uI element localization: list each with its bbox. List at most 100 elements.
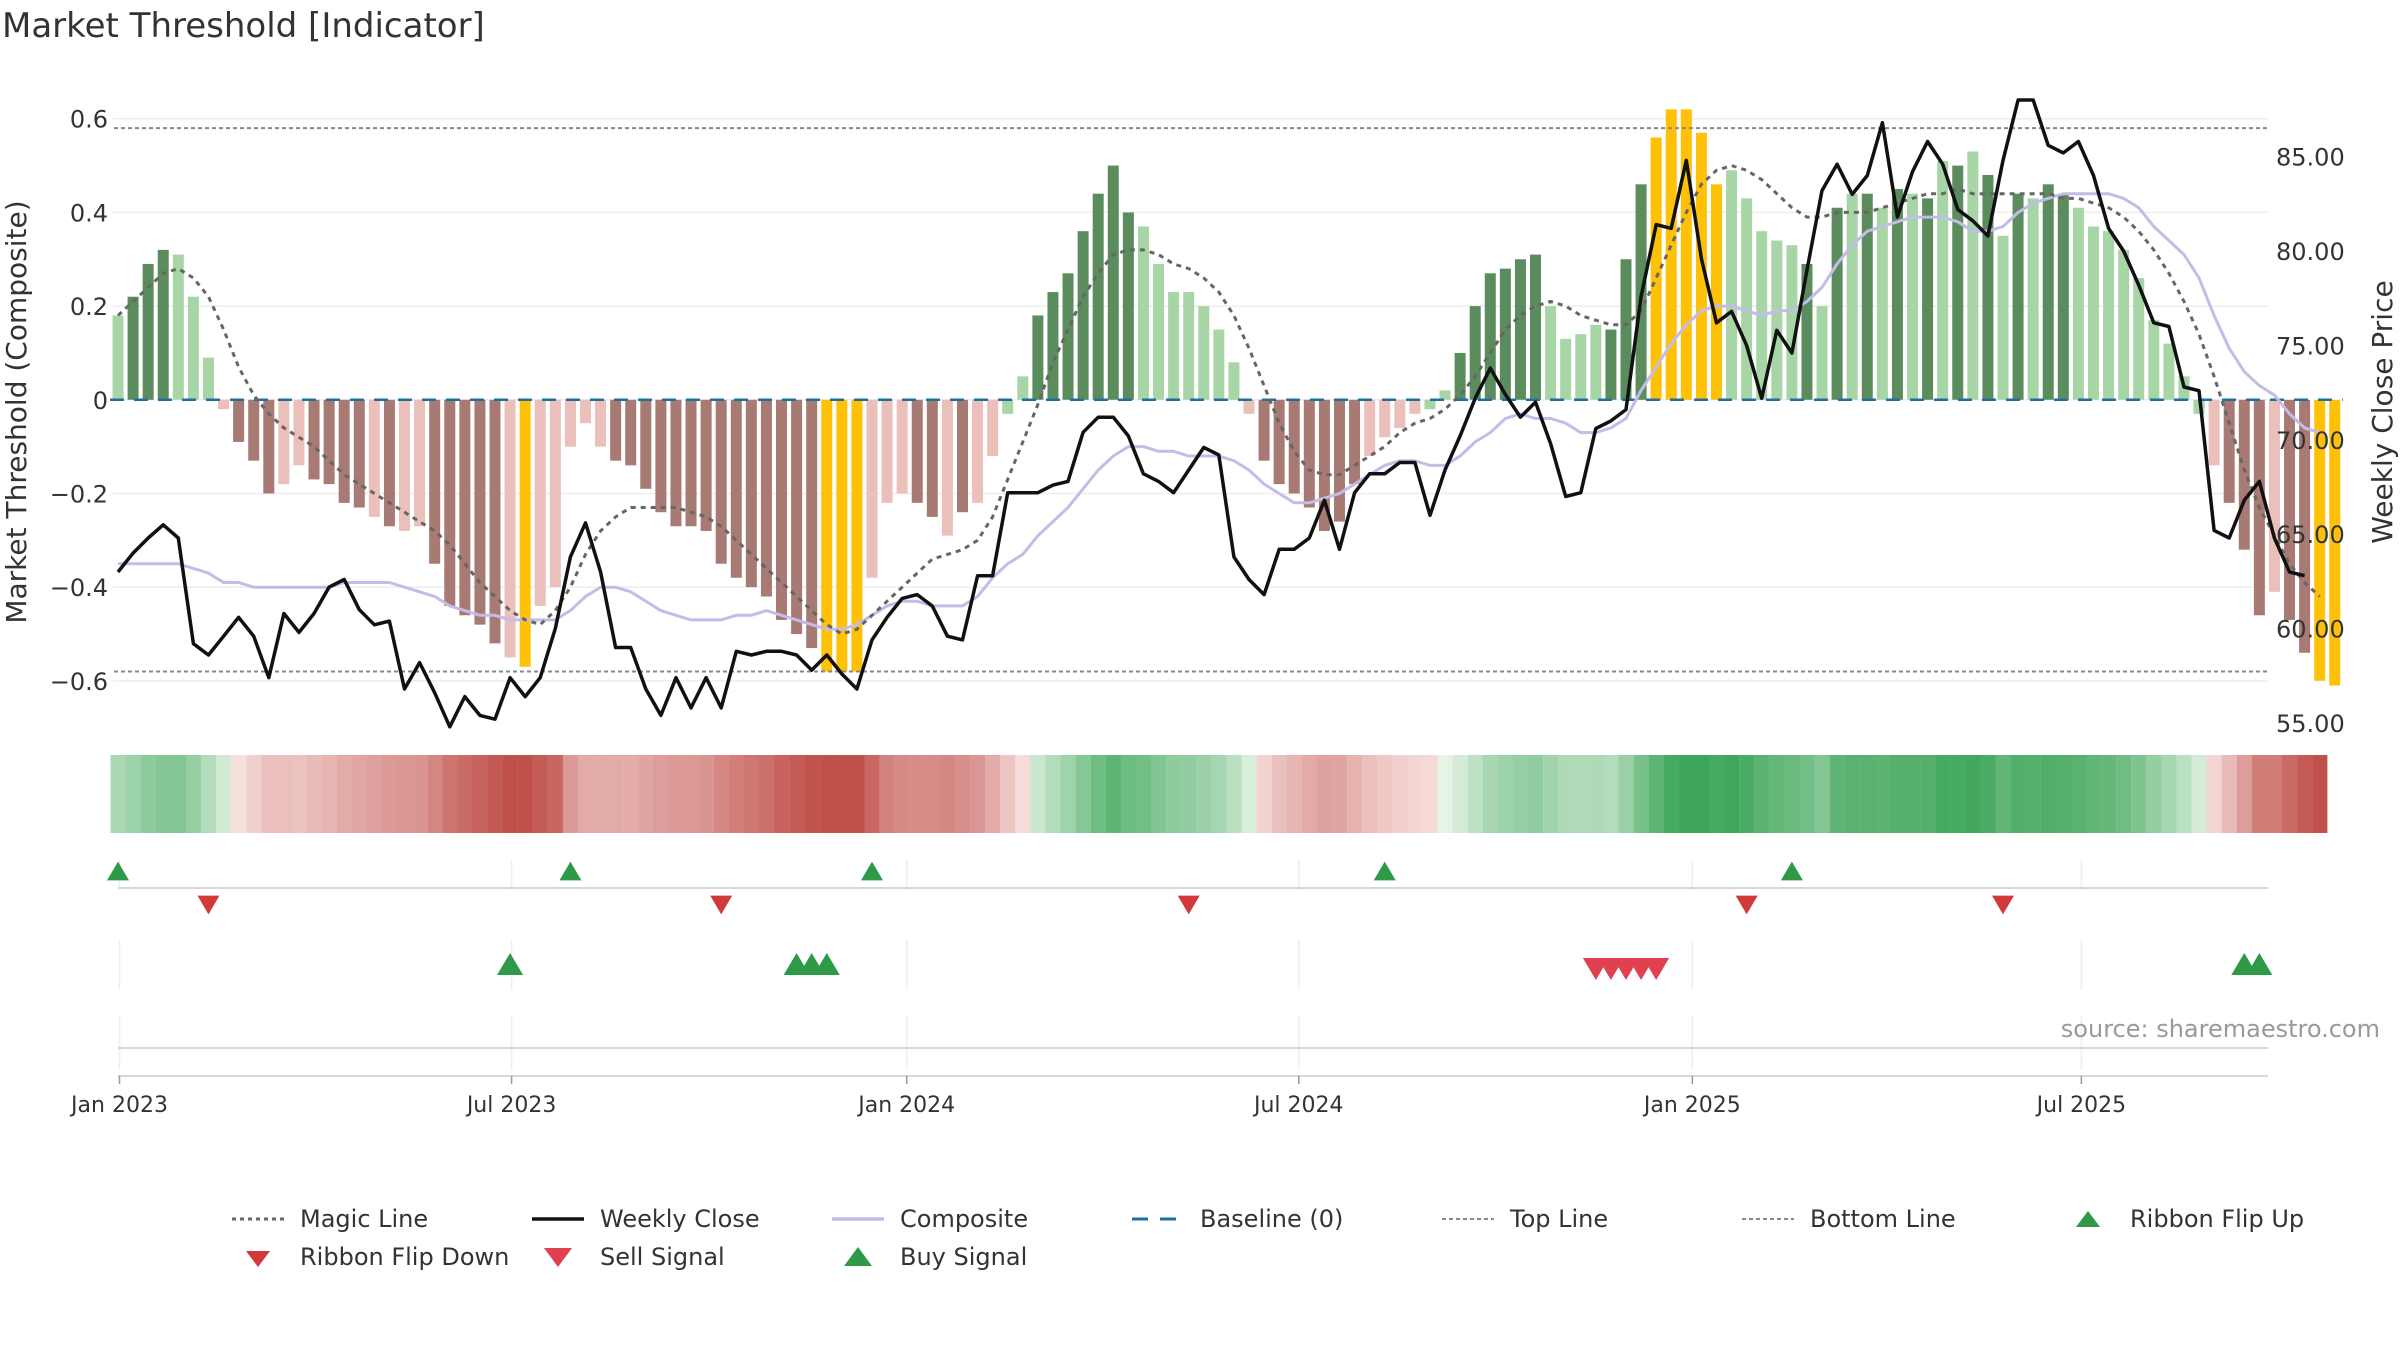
composite-bar	[987, 399, 999, 456]
x-tick-label: Jan 2025	[1642, 1093, 1741, 1118]
composite-bar	[1107, 165, 1119, 400]
composite-bar	[444, 399, 456, 606]
strip-cell	[713, 755, 729, 833]
strip-cell	[1497, 755, 1514, 833]
composite-bar	[504, 399, 516, 658]
ribbon-flip-down-marker	[1992, 895, 2014, 915]
composite-bar	[1499, 268, 1511, 400]
strip-cell	[1874, 755, 1891, 833]
composite-bar	[1665, 109, 1677, 400]
strip-cell	[1693, 755, 1710, 833]
strip-cell	[653, 755, 669, 833]
composite-bar	[278, 399, 290, 485]
strip-cell	[1663, 755, 1679, 833]
composite-bar	[293, 399, 305, 466]
strip-cell	[1015, 755, 1031, 833]
composite-bar	[2072, 207, 2084, 400]
strip-cell	[1708, 755, 1725, 833]
strip-cell	[819, 755, 835, 833]
strip-cell	[1754, 755, 1770, 833]
strip-cell	[2025, 755, 2041, 833]
y2-tick-label: 85.00	[2276, 144, 2345, 172]
composite-bar	[1243, 399, 1255, 414]
strip-cell	[1573, 755, 1589, 833]
composite-bar	[926, 399, 938, 517]
buy-signal-marker	[497, 952, 524, 976]
strip-cell	[683, 755, 699, 833]
triangle-down-icon	[544, 1248, 572, 1267]
composite-bar	[2284, 399, 2296, 620]
strip-cell	[1648, 755, 1664, 833]
composite-bar	[956, 399, 968, 513]
y-tick-label: 0.6	[70, 106, 108, 134]
x-tick-label: Jul 2023	[465, 1093, 557, 1118]
strip-cell	[774, 755, 790, 833]
strip-cell	[1799, 755, 1815, 833]
composite-bar	[730, 399, 742, 578]
strip-cell	[2101, 755, 2117, 833]
composite-bar	[1439, 390, 1451, 400]
strip-cell	[532, 755, 548, 833]
strip-cell	[2010, 755, 2026, 833]
composite-bar	[1349, 399, 1361, 485]
strip-cell	[804, 755, 820, 833]
composite-bar	[1032, 315, 1044, 400]
strip-cell	[1347, 755, 1363, 833]
strip-cell	[216, 755, 232, 833]
strip-cell	[1512, 755, 1529, 833]
strip-cell	[1286, 755, 1302, 833]
legend-buy-signal: Buy Signal	[830, 1243, 1027, 1271]
composite-bar	[791, 399, 803, 634]
composite-bar	[1726, 170, 1738, 400]
strip-cell	[758, 755, 775, 833]
strip-cell	[849, 755, 865, 833]
source-credit: source: sharemaestro.com	[2060, 1015, 2380, 1043]
composite-bar	[1062, 273, 1074, 400]
composite-bar	[1333, 399, 1345, 522]
composite-bar	[2163, 343, 2175, 400]
composite-bar	[1183, 292, 1195, 400]
y-tick-label: −0.2	[50, 480, 108, 508]
legend-label: Ribbon Flip Down	[300, 1243, 510, 1271]
legend-bottom-line: Bottom Line	[1740, 1205, 1956, 1233]
strip-cell	[743, 755, 760, 833]
strip-cell	[1965, 755, 1981, 833]
strip-cell	[1467, 755, 1483, 833]
strip-cell	[864, 755, 880, 833]
buy-signal-marker	[2246, 952, 2273, 976]
strip-cell	[2312, 755, 2328, 833]
y-tick-label: 0	[93, 387, 108, 415]
legend-ribbon-flip-up: Ribbon Flip Up	[2060, 1205, 2304, 1233]
composite-bar	[1590, 324, 1602, 400]
strip-cell	[170, 755, 187, 833]
composite-bar	[1469, 306, 1481, 400]
series-lines	[110, 98, 2343, 729]
y2-tick-label: 75.00	[2276, 332, 2345, 360]
legend-row-1: Magic Line Weekly Close Composite Baseli…	[230, 1205, 2390, 1243]
composite-bar	[474, 399, 486, 625]
strip-cell	[698, 755, 714, 833]
strip-cell	[412, 755, 428, 833]
strip-cell	[954, 755, 971, 833]
strip-cell	[1920, 755, 1936, 833]
legend-row-2: Ribbon Flip Down Sell Signal Buy Signal	[230, 1243, 2390, 1281]
strip-cell	[2266, 755, 2283, 833]
legend-baseline: Baseline (0)	[1130, 1205, 1343, 1233]
legend-top-line: Top Line	[1440, 1205, 1608, 1233]
composite-bar	[1303, 399, 1315, 508]
legend-label: Weekly Close	[600, 1205, 760, 1233]
strip-cell	[547, 755, 564, 833]
legend-bottom-line-swatch	[1742, 1218, 1794, 1220]
strip-cell	[1331, 755, 1348, 833]
strip-cell	[1256, 755, 1272, 833]
legend-magic-line-swatch	[232, 1217, 284, 1221]
strip-cell	[1166, 755, 1182, 833]
strip-cell	[2297, 755, 2313, 833]
composite-bar	[640, 399, 652, 489]
composite-bar	[1605, 329, 1617, 400]
composite-bar	[1861, 193, 1873, 400]
strip-cell	[2206, 755, 2222, 833]
strip-cell	[1935, 755, 1951, 833]
strip-cell	[2161, 755, 2177, 833]
